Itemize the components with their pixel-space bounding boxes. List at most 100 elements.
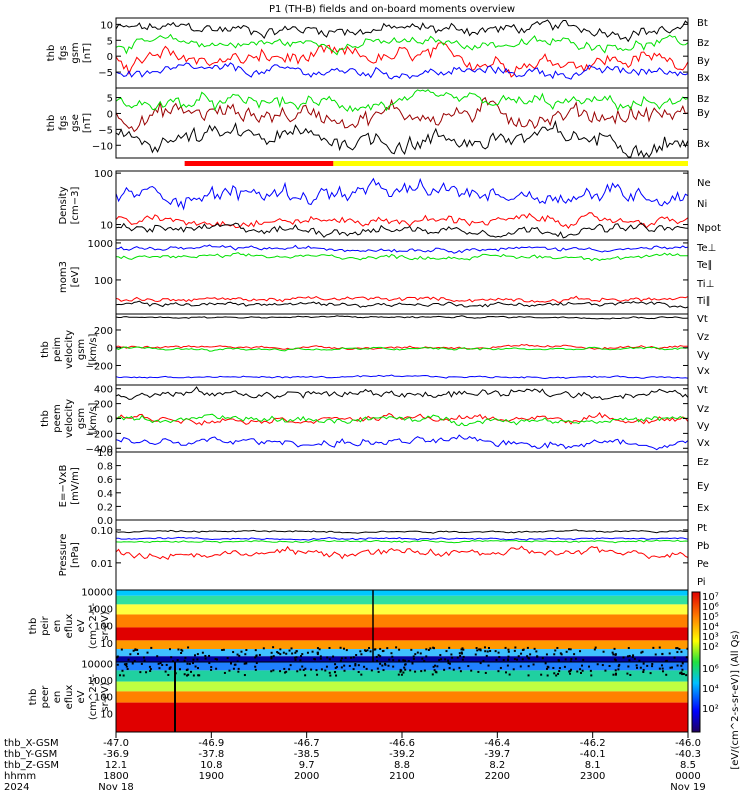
heat-pixel bbox=[512, 668, 515, 671]
heat-pixel bbox=[196, 653, 199, 656]
heat-pixel bbox=[675, 647, 678, 650]
series-line-vz bbox=[115, 412, 689, 426]
heat-pixel bbox=[476, 649, 479, 652]
heat-pixel bbox=[521, 658, 524, 661]
x-row-value: 2300 bbox=[580, 771, 605, 782]
y-tick-label: 1000 bbox=[88, 239, 113, 250]
heat-pixel bbox=[183, 673, 186, 676]
heat-pixel bbox=[359, 650, 362, 653]
heat-pixel bbox=[579, 668, 582, 671]
legend-ex: Ex bbox=[697, 503, 709, 514]
heat-pixel bbox=[545, 653, 548, 656]
x-row-value: 2000 bbox=[294, 771, 319, 782]
heat-pixel bbox=[487, 647, 490, 650]
heat-pixel bbox=[319, 657, 322, 660]
heat-pixel bbox=[148, 665, 151, 668]
heat-pixel bbox=[679, 672, 682, 675]
y-tick-label: 10000 bbox=[81, 659, 113, 670]
heat-pixel bbox=[332, 655, 335, 658]
y-tick-label: 100 bbox=[94, 622, 113, 633]
heat-pixel bbox=[447, 659, 450, 662]
legend-bz: Bz bbox=[697, 94, 709, 105]
heat-pixel bbox=[447, 662, 450, 665]
heat-pixel bbox=[680, 671, 683, 674]
panel-6: 400 200 0 −200 −400 thb peem velocity gsm [km/s] V… bbox=[40, 384, 710, 455]
series-line-pi bbox=[115, 536, 689, 541]
heat-pixel bbox=[432, 646, 435, 649]
heat-pixel bbox=[245, 662, 248, 665]
legend-vt: Vt bbox=[697, 385, 708, 396]
heat-pixel bbox=[614, 672, 617, 675]
panel-5: 200 0 −200 thb peim velocity gsm [km/s] Vt Vz Vy Vx bbox=[40, 313, 710, 386]
legend-npot: Npot bbox=[697, 223, 721, 234]
series-line-vy bbox=[115, 346, 689, 352]
heat-pixel bbox=[425, 655, 428, 658]
y-tick-label: −10 bbox=[92, 141, 113, 152]
heat-pixel bbox=[391, 655, 394, 658]
heat-pixel bbox=[177, 648, 180, 651]
legend-vt: Vt bbox=[697, 314, 708, 325]
y-tick-label: 0.0 bbox=[97, 516, 113, 527]
series-line-te- bbox=[115, 300, 689, 309]
heat-pixel bbox=[416, 651, 419, 654]
heat-pixel bbox=[357, 664, 360, 667]
heat-pixel bbox=[344, 656, 347, 659]
heat-pixel bbox=[555, 674, 558, 677]
heat-pixel bbox=[301, 665, 304, 668]
heat-pixel bbox=[479, 662, 482, 665]
heat-pixel bbox=[617, 665, 620, 668]
panel-9: 10000 1000 100 10 thb peir en eflux eV (cm^2-s-sr… bbox=[28, 587, 689, 663]
heat-pixel bbox=[192, 662, 195, 665]
x-row-value: -47.0 bbox=[103, 738, 129, 749]
heat-pixel bbox=[150, 646, 153, 649]
heat-pixel bbox=[270, 670, 273, 673]
x-row-name: hhmm bbox=[4, 771, 36, 782]
heat-pixel bbox=[527, 656, 530, 659]
heat-band bbox=[116, 662, 688, 671]
x-row-value: 1800 bbox=[103, 771, 128, 782]
x-row-value: 8.1 bbox=[585, 760, 601, 771]
heat-pixel bbox=[214, 657, 217, 660]
y-axis-label: gsm bbox=[76, 339, 87, 360]
heat-pixel bbox=[255, 662, 258, 665]
heat-pixel bbox=[125, 665, 128, 668]
heat-pixel bbox=[167, 673, 170, 676]
heat-pixel bbox=[370, 669, 373, 672]
heat-pixel bbox=[404, 668, 407, 671]
panel-10: 10000 1000 100 10 thb peer en eflux eV (cm^2-s-sr… bbox=[28, 659, 689, 733]
heat-pixel bbox=[573, 653, 576, 656]
heat-pixel bbox=[654, 653, 657, 656]
heat-pixel bbox=[295, 650, 298, 653]
heat-pixel bbox=[366, 649, 369, 652]
y-axis-label: en bbox=[52, 620, 63, 633]
y-tick-label: 10 bbox=[100, 639, 113, 650]
y-axis-label: thb bbox=[46, 115, 57, 132]
legend-bx: Bx bbox=[697, 73, 710, 84]
x-row-name: 2024 bbox=[4, 782, 29, 793]
heat-pixel bbox=[484, 671, 487, 674]
heat-pixel bbox=[438, 659, 441, 662]
y-tick-label: 0.01 bbox=[91, 559, 113, 570]
heat-pixel bbox=[140, 662, 143, 665]
heat-pixel bbox=[294, 656, 297, 659]
heat-band bbox=[116, 590, 688, 596]
heat-pixel bbox=[560, 653, 563, 656]
heat-pixel bbox=[458, 652, 461, 655]
heat-pixel bbox=[129, 653, 132, 656]
heat-pixel bbox=[494, 650, 497, 653]
heat-pixel bbox=[462, 648, 465, 651]
heat-pixel bbox=[232, 651, 235, 654]
heat-band bbox=[116, 656, 688, 662]
heat-pixel bbox=[521, 649, 524, 652]
series-line-pe bbox=[115, 539, 689, 544]
heat-pixel bbox=[477, 670, 480, 673]
heat-pixel bbox=[450, 653, 453, 656]
heat-pixel bbox=[614, 669, 617, 672]
heat-pixel bbox=[427, 648, 430, 651]
x-row-value: -38.5 bbox=[294, 749, 320, 760]
heat-pixel bbox=[461, 658, 464, 661]
heat-pixel bbox=[458, 666, 461, 669]
y-axis-label: [eV] bbox=[70, 267, 81, 288]
y-axis-label: fgs bbox=[58, 115, 69, 130]
legend-te-: Te⊥ bbox=[696, 243, 716, 254]
